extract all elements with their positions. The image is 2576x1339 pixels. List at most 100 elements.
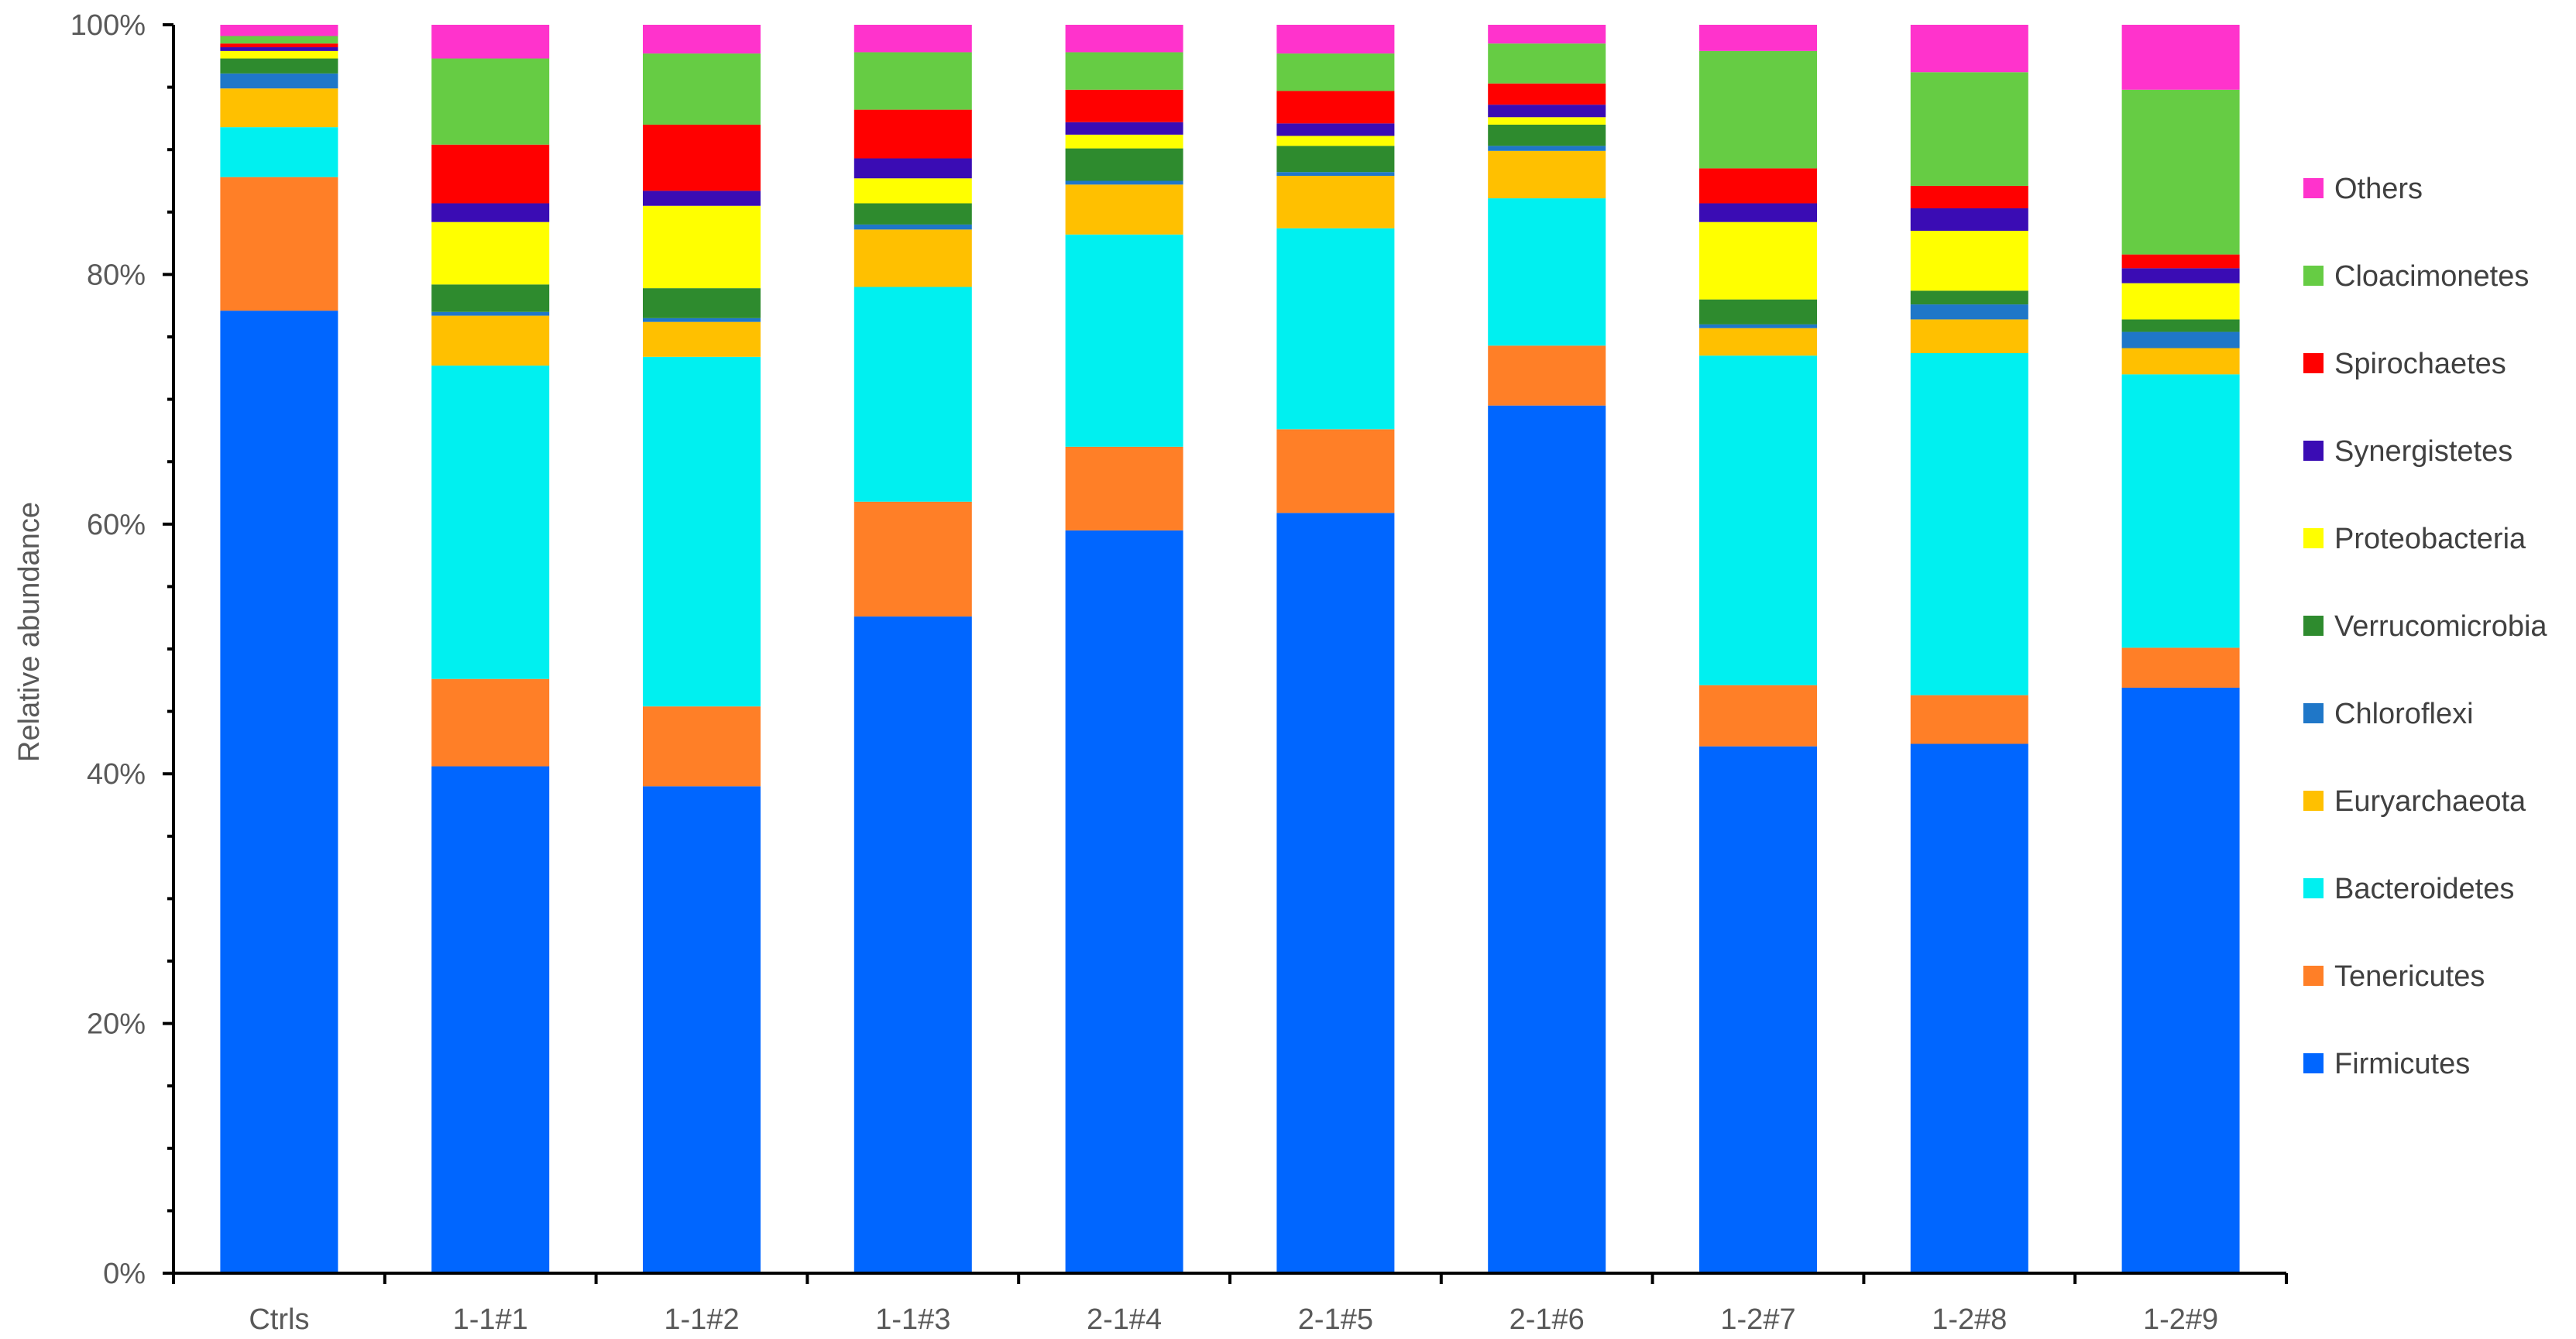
bar-segment-tenericutes-0 — [220, 177, 338, 311]
bar-segment-synergistetes-2 — [643, 191, 761, 206]
bar-segment-cloacimonetes-9 — [2121, 89, 2240, 255]
bar-segment-chloroflexi-3 — [854, 224, 972, 230]
bar-segment-cloacimonetes-3 — [854, 52, 972, 110]
x-tick-label: 1-2#9 — [2143, 1303, 2218, 1336]
bar-segment-others-2 — [643, 25, 761, 54]
legend-swatch-verrucomicrobia — [2303, 616, 2324, 636]
y-tick-label: 40% — [87, 758, 146, 791]
bar-segment-firmicutes-6 — [1488, 405, 1606, 1274]
legend-label-chloroflexi: Chloroflexi — [2334, 698, 2474, 730]
bar-segment-spirochaetes-0 — [220, 43, 338, 48]
bar-segment-euryarchaeota-8 — [1910, 319, 2028, 353]
y-tick-label: 80% — [87, 259, 146, 291]
bar-segment-firmicutes-3 — [854, 616, 972, 1273]
bar-segment-spirochaetes-1 — [431, 144, 550, 204]
bar-segment-proteobacteria-6 — [1488, 117, 1606, 125]
legend-label-cloacimonetes: Cloacimonetes — [2334, 260, 2529, 293]
bar-segment-verrucomicrobia-0 — [220, 58, 338, 74]
bar-segment-synergistetes-9 — [2121, 268, 2240, 283]
bar-segment-firmicutes-7 — [1699, 746, 1817, 1273]
y-tick-label: 20% — [87, 1008, 146, 1041]
legend-swatch-firmicutes — [2303, 1053, 2324, 1073]
bar-segment-proteobacteria-7 — [1699, 221, 1817, 300]
bar-segment-proteobacteria-4 — [1065, 134, 1183, 149]
bar-segment-cloacimonetes-1 — [431, 58, 550, 145]
legend-swatch-tenericutes — [2303, 966, 2324, 986]
bar-segment-synergistetes-4 — [1065, 122, 1183, 135]
bar-segment-tenericutes-4 — [1065, 446, 1183, 530]
legend-label-euryarchaeota: Euryarchaeota — [2334, 785, 2526, 818]
bar-segment-tenericutes-2 — [643, 706, 761, 787]
legend-label-proteobacteria: Proteobacteria — [2334, 523, 2526, 555]
legend-swatch-cloacimonetes — [2303, 266, 2324, 286]
bar-segment-spirochaetes-7 — [1699, 168, 1817, 204]
y-tick-label: 60% — [87, 509, 146, 541]
bar-segment-tenericutes-1 — [431, 678, 550, 767]
bar-segment-euryarchaeota-9 — [2121, 348, 2240, 375]
bars-layer — [220, 25, 2240, 1274]
x-tick-label: 2-1#6 — [1510, 1303, 1585, 1336]
bar-segment-bacteroidetes-5 — [1276, 228, 1395, 430]
x-tick-label: Ctrls — [249, 1303, 309, 1336]
bar-segment-cloacimonetes-6 — [1488, 43, 1606, 84]
bar-segment-proteobacteria-0 — [220, 50, 338, 59]
bar-segment-proteobacteria-1 — [431, 221, 550, 285]
bar-segment-bacteroidetes-3 — [854, 287, 972, 502]
bar-segment-bacteroidetes-7 — [1699, 355, 1817, 685]
bar-segment-euryarchaeota-5 — [1276, 176, 1395, 228]
bar-segment-synergistetes-6 — [1488, 105, 1606, 118]
bar-segment-others-7 — [1699, 25, 1817, 51]
bar-segment-euryarchaeota-4 — [1065, 184, 1183, 235]
bar-segment-bacteroidetes-8 — [1910, 352, 2028, 695]
y-axis-title: Relative abundance — [13, 502, 46, 762]
bar-segment-verrucomicrobia-3 — [854, 203, 972, 225]
x-tick-label: 1-1#3 — [875, 1303, 950, 1336]
bar-segment-spirochaetes-4 — [1065, 89, 1183, 122]
bar-segment-tenericutes-8 — [1910, 695, 2028, 744]
bar-segment-others-9 — [2121, 25, 2240, 90]
bar-segment-cloacimonetes-8 — [1910, 72, 2028, 186]
bar-segment-bacteroidetes-1 — [431, 366, 550, 679]
bar-segment-cloacimonetes-5 — [1276, 53, 1395, 91]
x-tick-label: 1-2#8 — [1932, 1303, 2007, 1336]
bar-segment-bacteroidetes-9 — [2121, 374, 2240, 648]
legend-label-verrucomicrobia: Verrucomicrobia — [2334, 610, 2547, 643]
bar-segment-bacteroidetes-4 — [1065, 234, 1183, 447]
bar-segment-firmicutes-4 — [1065, 530, 1183, 1273]
bar-segment-chloroflexi-7 — [1699, 324, 1817, 328]
bar-segment-verrucomicrobia-2 — [643, 288, 761, 318]
bar-segment-spirochaetes-5 — [1276, 91, 1395, 124]
bar-segment-euryarchaeota-7 — [1699, 328, 1817, 356]
bar-segment-verrucomicrobia-4 — [1065, 148, 1183, 181]
bar-segment-bacteroidetes-6 — [1488, 198, 1606, 346]
bar-segment-firmicutes-8 — [1910, 743, 2028, 1273]
bar-segment-verrucomicrobia-8 — [1910, 290, 2028, 305]
bar-segment-firmicutes-5 — [1276, 513, 1395, 1273]
axes-layer: 0% 20% 40% 60% 80% 100% Ctrls 1-1#1 1-1#2 1-1#3 2-… — [70, 9, 2288, 1336]
bar-segment-proteobacteria-2 — [643, 205, 761, 289]
x-tick-label: 1-1#1 — [453, 1303, 528, 1336]
bar-segment-chloroflexi-4 — [1065, 180, 1183, 185]
legend-label-bacteroidetes: Bacteroidetes — [2334, 873, 2514, 905]
legend-swatch-chloroflexi — [2303, 703, 2324, 723]
x-tick-label: 1-1#2 — [664, 1303, 739, 1336]
legend-label-tenericutes: Tenericutes — [2334, 960, 2485, 993]
bar-segment-tenericutes-9 — [2121, 647, 2240, 688]
bar-segment-firmicutes-9 — [2121, 687, 2240, 1273]
x-tick-label: 2-1#4 — [1087, 1303, 1162, 1336]
legend-swatch-synergistetes — [2303, 441, 2324, 461]
legend-swatch-euryarchaeota — [2303, 791, 2324, 811]
bar-segment-proteobacteria-5 — [1276, 136, 1395, 146]
bar-segment-proteobacteria-9 — [2121, 283, 2240, 320]
bar-segment-chloroflexi-5 — [1276, 172, 1395, 177]
bar-segment-firmicutes-2 — [643, 786, 761, 1273]
bar-segment-cloacimonetes-7 — [1699, 50, 1817, 169]
bar-segment-others-6 — [1488, 25, 1606, 44]
bar-segment-cloacimonetes-4 — [1065, 52, 1183, 90]
bar-segment-synergistetes-8 — [1910, 208, 2028, 231]
bar-segment-synergistetes-1 — [431, 203, 550, 222]
x-tick-label: 2-1#5 — [1298, 1303, 1373, 1336]
bar-segment-synergistetes-5 — [1276, 123, 1395, 136]
bar-segment-tenericutes-3 — [854, 501, 972, 617]
